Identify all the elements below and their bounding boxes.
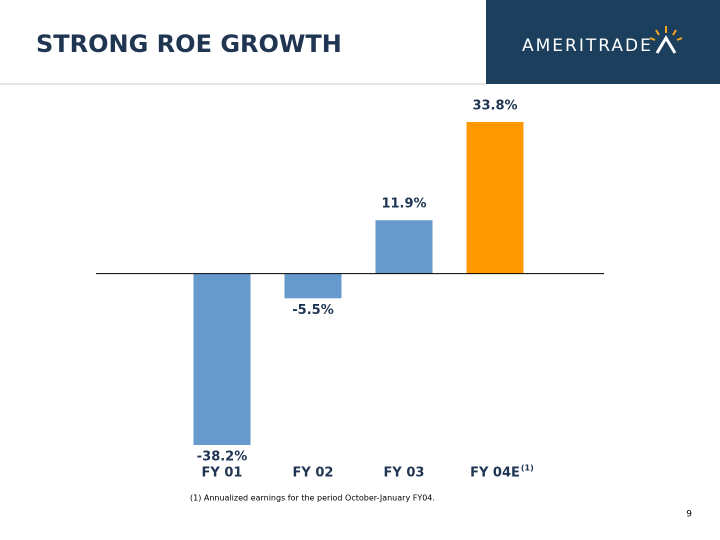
page-number: 9 <box>686 510 692 520</box>
category-note: (1) <box>521 464 534 473</box>
logo-text: AMERITRADE <box>522 36 653 56</box>
logo-icon <box>649 26 683 41</box>
bar <box>375 220 433 274</box>
bar <box>466 122 524 274</box>
bar <box>284 273 342 299</box>
x-tick-label: FY 03 <box>384 466 425 481</box>
value-label: -38.2% <box>197 450 248 465</box>
footnote: (1) Annualized earnings for the period O… <box>190 494 435 503</box>
slide-title: STRONG ROE GROWTH <box>36 30 342 58</box>
x-tick-label: FY 02 <box>293 466 334 481</box>
bar <box>193 273 251 445</box>
logo-background <box>486 0 720 84</box>
value-label: 33.8% <box>472 99 517 114</box>
x-tick-label: FY 01 <box>202 466 243 481</box>
value-label: -5.5% <box>292 303 333 318</box>
value-label: 11.9% <box>381 197 426 212</box>
logo-mark <box>655 35 677 54</box>
x-tick-label: FY 04E <box>470 466 520 481</box>
